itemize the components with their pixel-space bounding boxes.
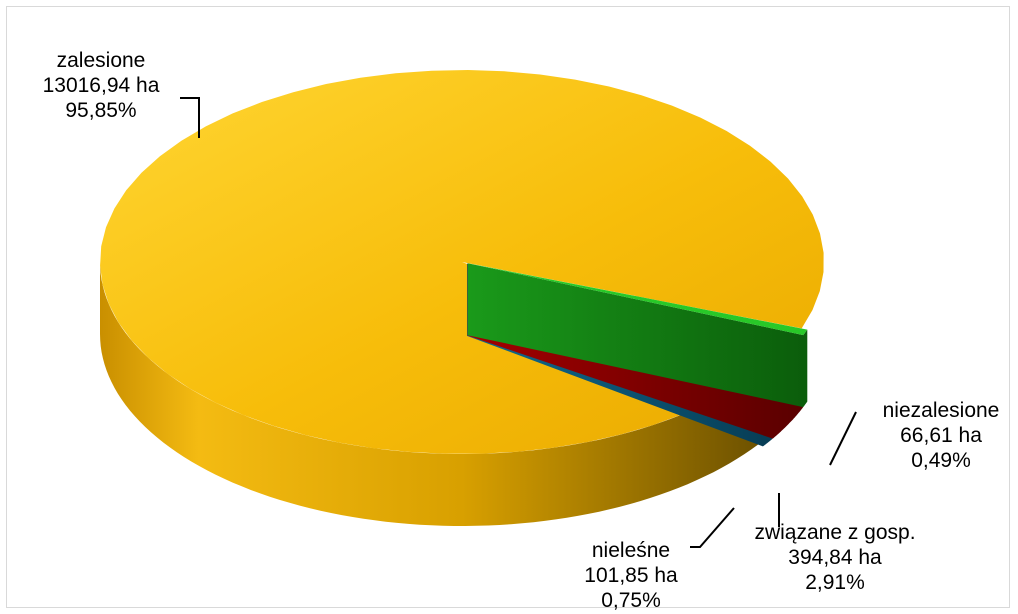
data-label-nielesne: nieleśne 101,85 ha 0,75% [575,538,687,613]
data-label-niezalesione: niezalesione 66,61 ha 0,49% [868,398,1014,473]
data-label-zwiazane: związane z gosp. 394,84 ha 2,91% [735,520,935,595]
label-name: niezalesione [882,399,1000,422]
label-percent: 2,91% [805,571,865,594]
label-name: nieleśne [591,539,671,562]
pie-slice-group-niezalesione [467,263,808,408]
data-label-zalesione: zalesione 13016,94 ha 95,85% [26,48,176,123]
leader-line-nielesne [690,507,735,548]
label-percent: 0,75% [601,589,661,612]
label-name: związane z gosp. [754,521,916,544]
pie-slice-side-niezalesione [467,263,808,408]
label-value: 394,84 ha [788,546,882,569]
leader-line-niezalesione [829,411,857,466]
label-value: 66,61 ha [900,424,982,447]
label-value: 13016,94 ha [42,74,160,97]
pie-slice-niezalesione [467,263,808,336]
leader-line-zalesione [180,97,200,138]
label-name: zalesione [56,49,146,72]
label-percent: 95,85% [65,99,137,122]
label-percent: 0,49% [911,449,971,472]
pie-slice-side-zalesione [100,262,758,526]
label-value: 101,85 ha [584,564,678,587]
